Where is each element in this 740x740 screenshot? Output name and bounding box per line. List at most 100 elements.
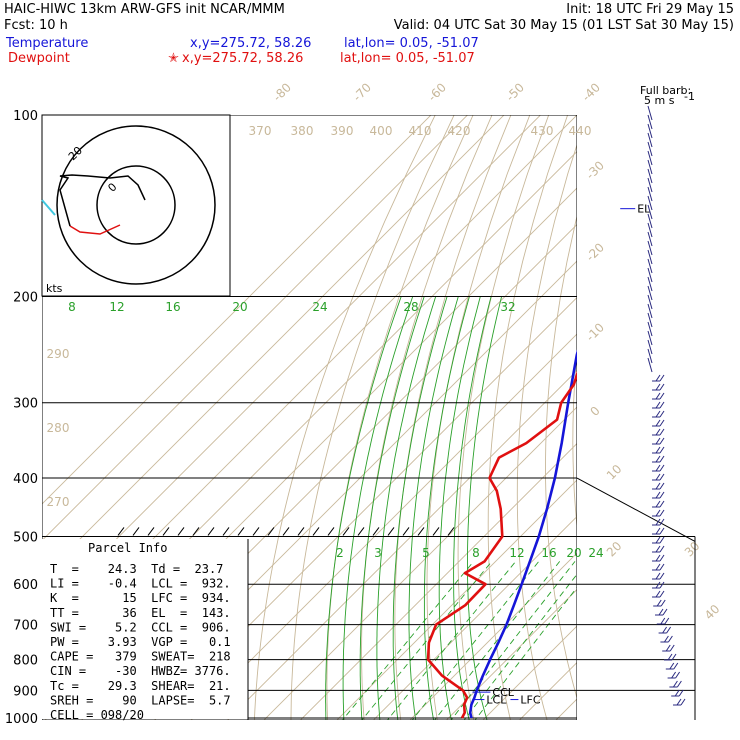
wind-barb-feather — [672, 680, 678, 688]
dry-adiabat-line — [487, 115, 569, 720]
wind-barb-feather — [655, 545, 661, 553]
dry-adiabat-line — [253, 115, 436, 720]
wind-barb-feather — [662, 608, 668, 616]
wind-barb-feather — [676, 698, 682, 706]
wind-barb-staff — [647, 204, 653, 220]
freezing-hatch — [297, 527, 305, 536]
freezing-hatch — [177, 527, 185, 536]
theta-label: 410 — [409, 124, 432, 138]
wind-barb-feather — [659, 428, 665, 436]
mixing-ratio-label: 12 — [509, 546, 524, 560]
wind-barb-feather — [655, 455, 661, 463]
wind-barb-feather — [655, 554, 661, 562]
hodograph-frame — [41, 114, 231, 297]
pressure-tick-label: 100 — [13, 109, 38, 124]
theta-label: 400 — [370, 124, 393, 138]
wind-barb-feather — [655, 392, 661, 400]
hodograph-ring — [96, 165, 176, 245]
panel-edge — [576, 477, 696, 542]
isotherm-line — [336, 479, 577, 720]
isotherm-line — [409, 552, 577, 720]
isotherm-line — [518, 661, 577, 720]
wind-barb-feather — [671, 653, 677, 661]
freezing-hatch — [192, 527, 200, 536]
wind-barb-staff — [647, 222, 653, 238]
wind-barb-feather — [655, 410, 661, 418]
dry-adiabat-line — [600, 115, 662, 731]
freezing-hatch — [252, 527, 260, 536]
full-barb-label: Full barb: — [640, 84, 691, 97]
mixing-ratio-label: 8 — [472, 546, 480, 560]
sounding-series — [426, 349, 577, 719]
wind-barb-feather — [655, 518, 661, 526]
mixing-ratio-label: 8 — [68, 300, 76, 314]
wind-barb-feather — [655, 374, 661, 382]
theta-label: 430 — [531, 124, 554, 138]
mixing-ratio-label: 16 — [165, 300, 180, 314]
wind-barb-feather — [666, 626, 672, 634]
wind-barb-feather — [662, 626, 668, 634]
temperature-latlon: lat,lon= 0.05, -51.07 — [344, 36, 479, 51]
wind-barb-feather — [659, 545, 665, 553]
pressure-tick-label: 800 — [13, 654, 38, 669]
wind-barb-feather — [669, 662, 675, 670]
isotherm-label: -80 — [270, 80, 294, 104]
wind-barb-staff — [647, 330, 653, 346]
wind-barb-feather — [655, 428, 661, 436]
theta-label: 440 — [569, 124, 592, 138]
moist-adiabat-line — [359, 296, 425, 720]
wind-barb-feather — [655, 509, 661, 517]
freezing-hatch — [282, 527, 290, 536]
isotherm-label: -50 — [503, 80, 527, 104]
wind-barb-feather — [658, 608, 664, 616]
wind-barb-feather — [678, 689, 684, 697]
wind-barb-feather — [659, 581, 665, 589]
wind-barb-feather — [655, 536, 661, 544]
freezing-hatch — [222, 527, 230, 536]
wind-barb-feather — [659, 464, 665, 472]
isotherm-label: -30 — [583, 158, 607, 182]
mixing-ratio-label: 24 — [312, 300, 327, 314]
wind-barb-staff — [647, 240, 653, 256]
freezing-hatch — [267, 527, 275, 536]
temperature-legend: Temperature — [5, 36, 88, 51]
wind-barb-feather — [667, 635, 673, 643]
isotherm-line — [263, 406, 577, 720]
wind-barb-feather — [659, 446, 665, 454]
wind-barb-feather — [655, 581, 661, 589]
isotherm-label: -40 — [579, 80, 603, 104]
temperature-xy: x,y=275.72, 58.26 — [190, 36, 311, 51]
freezing-hatch — [162, 527, 170, 536]
isotherm-line — [555, 698, 577, 720]
pressure-tick-label: 600 — [13, 578, 38, 593]
wind-barb-feather — [660, 617, 666, 625]
parcel-title: Parcel Info — [88, 541, 167, 555]
wind-barb-feather — [659, 455, 665, 463]
wind-barb-staff — [647, 357, 653, 373]
theta-label: 280 — [47, 421, 70, 435]
wind-barb-staff — [647, 186, 653, 202]
parcel-row: K = 15 LFC = 934. — [50, 591, 231, 605]
freezing-hatch — [147, 527, 155, 536]
hodograph-ring — [56, 125, 216, 285]
pressure-tick-label: 500 — [13, 530, 38, 545]
wind-barb-feather — [659, 536, 665, 544]
dewpoint-latlon: lat,lon= 0.05, -51.07 — [340, 51, 475, 66]
pressure-tick-label: 700 — [13, 619, 38, 634]
hodograph-trace-low — [41, 199, 56, 216]
isotherm-line — [42, 115, 432, 505]
parcel-panel-bg — [42, 539, 248, 719]
mixing-ratio-line — [341, 561, 474, 720]
mixing-ratio-label: 28 — [403, 300, 418, 314]
wind-barb-feather — [667, 653, 673, 661]
parcel-row: LI = -0.4 LCL = 932. — [50, 577, 231, 591]
freezing-hatch — [342, 527, 350, 536]
el-label: EL — [637, 203, 651, 216]
wind-barb-staff — [647, 150, 653, 166]
wind-barb-feather — [659, 509, 665, 517]
wind-barb-feather — [669, 644, 675, 652]
wind-barb-staff — [647, 249, 653, 265]
wind-barb-feather — [655, 572, 661, 580]
wind-barbs — [647, 105, 686, 706]
wind-barb-feather — [659, 437, 665, 445]
